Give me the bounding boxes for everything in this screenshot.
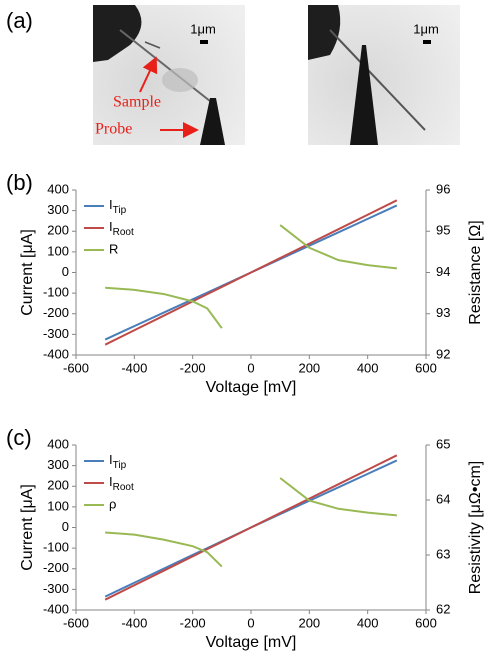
x-tick-label: -400: [121, 615, 147, 630]
y2-tick-label: 64: [436, 491, 450, 506]
y-tick-label: 0: [62, 519, 69, 534]
series-line: [104, 199, 398, 346]
micrograph-2: 1μm: [308, 5, 460, 145]
y-tick-label: 100: [47, 243, 69, 258]
y-tick-label: -100: [43, 540, 69, 555]
x-axis-title: Voltage [mV]: [206, 634, 297, 651]
y2-tick-label: 92: [436, 346, 450, 361]
annotation: Probe: [95, 121, 132, 138]
y-tick-label: 400: [47, 436, 69, 451]
x-tick-label: -200: [180, 360, 206, 375]
legend-label: R: [109, 241, 118, 256]
scale-bar-label: 1μm: [190, 21, 216, 36]
series-line: [105, 224, 397, 329]
micrograph-1: 1μm: [93, 5, 245, 145]
y-tick-label: 200: [47, 478, 69, 493]
x-tick-label: 200: [298, 615, 320, 630]
y2-tick-label: 94: [436, 264, 450, 279]
y-tick-label: 0: [62, 264, 69, 279]
y-tick-label: -200: [43, 305, 69, 320]
x-axis-title: Voltage [mV]: [206, 379, 297, 396]
y-tick-label: 300: [47, 202, 69, 217]
x-tick-label: 600: [415, 615, 437, 630]
panel-label: (c): [6, 425, 32, 450]
y-tick-label: -200: [43, 560, 69, 575]
series-line: [105, 477, 397, 568]
x-tick-label: 0: [247, 615, 254, 630]
y-tick-label: 400: [47, 181, 69, 196]
arrow: [139, 56, 158, 93]
y-tick-label: -300: [43, 326, 69, 341]
y-tick-label: 300: [47, 457, 69, 472]
legend-label: IRoot: [109, 219, 134, 237]
y2-tick-label: 95: [436, 223, 450, 238]
x-tick-label: 200: [298, 360, 320, 375]
annotation: Sample: [113, 94, 161, 111]
y-tick-label: 100: [47, 498, 69, 513]
y2-axis-title: Resistivity [μΩ•cm]: [467, 461, 484, 594]
x-tick-label: 600: [415, 360, 437, 375]
y2-tick-label: 96: [436, 181, 450, 196]
y-tick-label: 200: [47, 223, 69, 238]
y-tick-label: -400: [43, 346, 69, 361]
x-tick-label: -200: [180, 615, 206, 630]
legend-label: ITip: [109, 452, 127, 470]
y2-tick-label: 62: [436, 601, 450, 616]
x-tick-label: 400: [357, 360, 379, 375]
y-axis-title: Current [μA]: [19, 229, 36, 316]
x-tick-label: -600: [63, 615, 89, 630]
y2-tick-label: 65: [436, 436, 450, 451]
panel-label: (a): [6, 8, 33, 33]
y-tick-label: -400: [43, 601, 69, 616]
x-tick-label: -600: [63, 360, 89, 375]
x-tick-label: 400: [357, 615, 379, 630]
y2-axis-title: Resistance [Ω]: [467, 220, 484, 324]
y-axis-title: Current [μA]: [19, 484, 36, 571]
series-line: [104, 454, 398, 601]
y-tick-label: -300: [43, 581, 69, 596]
x-tick-label: -400: [121, 360, 147, 375]
legend-label: IRoot: [109, 474, 134, 492]
legend-label: ρ: [109, 496, 116, 511]
x-tick-label: 0: [247, 360, 254, 375]
scale-bar-label: 1μm: [413, 21, 439, 36]
y2-tick-label: 63: [436, 546, 450, 561]
y-tick-label: -100: [43, 285, 69, 300]
y2-tick-label: 93: [436, 305, 450, 320]
panel-label: (b): [6, 170, 33, 195]
legend-label: ITip: [109, 197, 127, 215]
